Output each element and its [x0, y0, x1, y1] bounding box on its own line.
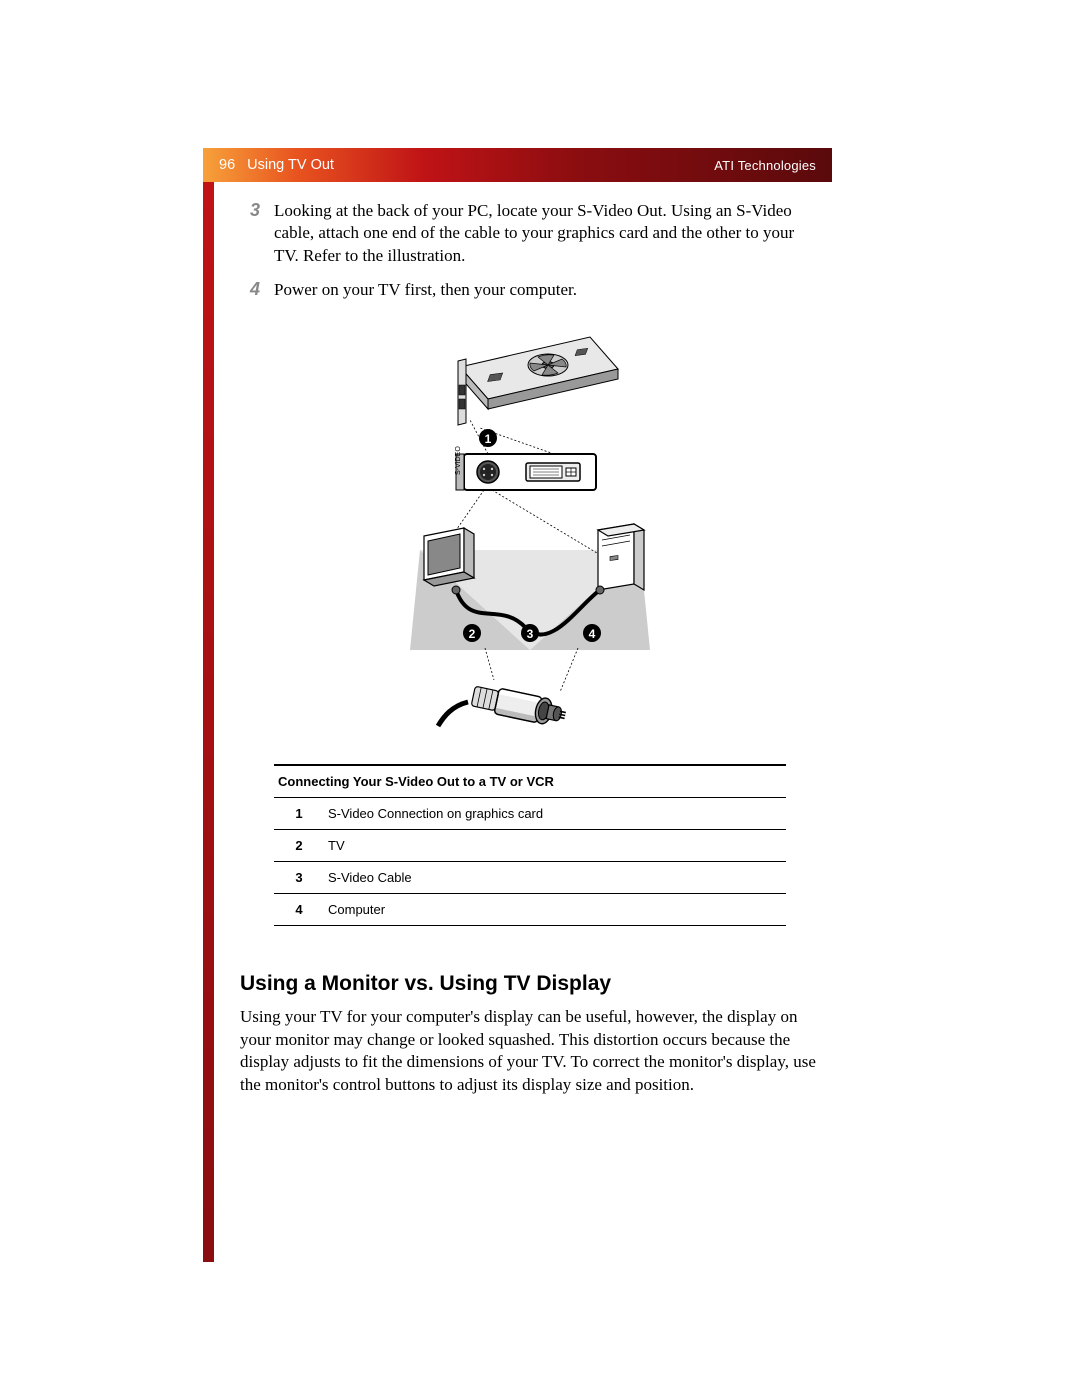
- page-content: 3 Looking at the back of your PC, locate…: [240, 200, 820, 1097]
- table-num: 4: [274, 893, 324, 925]
- brand-label: ATI Technologies: [714, 158, 816, 173]
- step-number: 3: [240, 200, 274, 267]
- step-row: 4 Power on your TV first, then your comp…: [240, 279, 820, 301]
- table-row: 2 TV: [274, 829, 786, 861]
- table-label: S-Video Cable: [324, 861, 786, 893]
- step-row: 3 Looking at the back of your PC, locate…: [240, 200, 820, 267]
- table-num: 3: [274, 861, 324, 893]
- header-left: 96 Using TV Out: [219, 157, 334, 173]
- table-num: 1: [274, 797, 324, 829]
- svideo-diagram-icon: 1 S-VIDEO: [380, 320, 680, 750]
- red-sidebar: [203, 182, 214, 1262]
- section-body: Using your TV for your computer's displa…: [240, 1006, 820, 1097]
- step-text: Looking at the back of your PC, locate y…: [274, 200, 820, 267]
- table-label: Computer: [324, 893, 786, 925]
- illustration-container: 1 S-VIDEO: [240, 320, 820, 750]
- section-heading: Using a Monitor vs. Using TV Display: [240, 972, 820, 996]
- diagram-label: 2: [469, 627, 476, 641]
- table-row: 4 Computer: [274, 893, 786, 925]
- table-label: S-Video Connection on graphics card: [324, 797, 786, 829]
- document-page: 96 Using TV Out ATI Technologies 3 Looki…: [0, 0, 1080, 1397]
- page-header: 96 Using TV Out ATI Technologies: [203, 148, 832, 182]
- table-row: 1 S-Video Connection on graphics card: [274, 797, 786, 829]
- page-number: 96: [219, 157, 235, 173]
- step-text: Power on your TV first, then your comput…: [274, 279, 820, 301]
- svg-text:S-VIDEO: S-VIDEO: [455, 445, 462, 474]
- diagram-label: 3: [527, 627, 534, 641]
- diagram-label: 1: [485, 432, 492, 446]
- table-row: 3 S-Video Cable: [274, 861, 786, 893]
- legend-table: Connecting Your S-Video Out to a TV or V…: [274, 764, 786, 926]
- table-label: TV: [324, 829, 786, 861]
- step-number: 4: [240, 279, 274, 301]
- table-caption: Connecting Your S-Video Out to a TV or V…: [274, 765, 786, 798]
- diagram-label: 4: [589, 627, 596, 641]
- table-num: 2: [274, 829, 324, 861]
- chapter-title: Using TV Out: [247, 157, 334, 173]
- legend-table-element: Connecting Your S-Video Out to a TV or V…: [274, 764, 786, 926]
